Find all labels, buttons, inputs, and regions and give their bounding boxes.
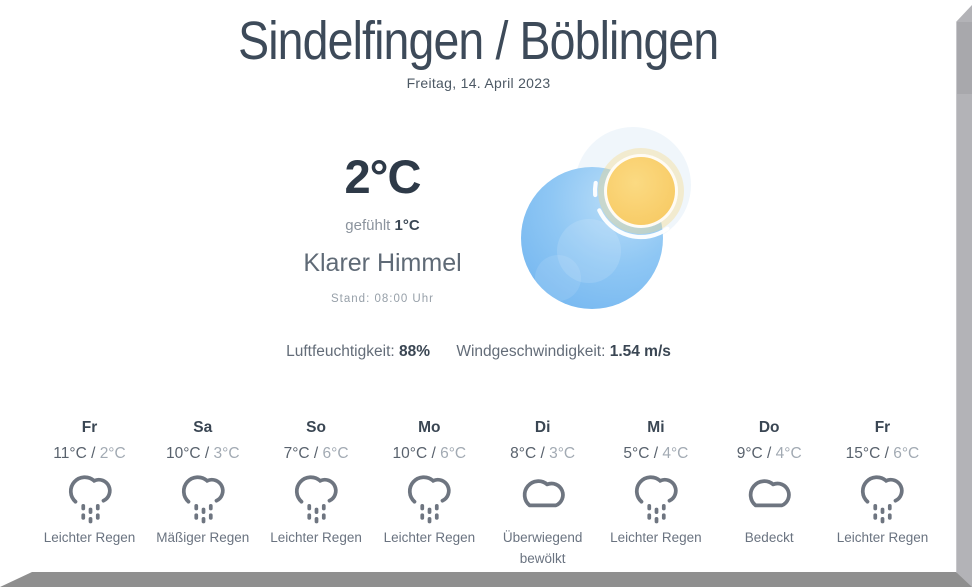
forecast-row: Fr 11°C / 2°C Leichter Regen Sa 10°C / 3…	[0, 419, 972, 569]
sun-arc-decoration	[592, 181, 669, 240]
forecast-condition-label: Leichter Regen	[270, 530, 362, 546]
scrollbar-thumb[interactable]	[957, 22, 972, 94]
forecast-temp-range: 5°C / 4°C	[599, 445, 712, 463]
forecast-low-temp: 3°C	[549, 445, 576, 463]
forecast-day-label: Do	[758, 419, 780, 437]
forecast-high-temp: 9°C /	[736, 445, 776, 463]
forecast-low-temp: 4°C	[775, 445, 802, 463]
forecast-high-temp: 15°C /	[845, 445, 894, 463]
wind-label: Windgeschwindigkeit:	[456, 343, 606, 361]
rain-cloud-icon	[634, 475, 678, 525]
forecast-icon-slot	[713, 467, 826, 525]
forecast-day-column[interactable]: Fr 15°C / 6°C Leichter Regen	[826, 419, 939, 569]
forecast-temp-range: 8°C / 3°C	[486, 445, 599, 463]
forecast-icon-slot	[599, 467, 712, 525]
rain-cloud-icon	[408, 475, 451, 525]
forecast-temp-range: 11°C / 2°C	[33, 445, 146, 463]
forecast-condition-label: Leichter Regen	[610, 530, 702, 546]
forecast-condition-label: Leichter Regen	[43, 530, 136, 546]
rain-cloud-icon	[861, 475, 905, 525]
forecast-high-temp: 10°C /	[392, 445, 441, 463]
forecast-day-column[interactable]: Mo 10°C / 6°C Leichter Regen	[373, 419, 486, 569]
forecast-condition-label: Mäßiger Regen	[156, 530, 250, 546]
forecast-condition-label: Leichter Regen	[836, 530, 929, 546]
forecast-day-label: So	[306, 419, 326, 437]
rain-cloud-icon	[294, 475, 338, 525]
feels-like: gefühlt 1°C	[267, 217, 499, 234]
wind-value: 1.54 m/s	[609, 343, 671, 361]
forecast-low-temp: 2°C	[99, 445, 126, 463]
forecast-condition-label: Leichter Regen	[383, 530, 476, 546]
bottom-edge	[0, 572, 972, 587]
current-conditions-text: 2°C gefühlt 1°C Klarer Himmel Stand: 08:…	[267, 141, 499, 313]
forecast-high-temp: 5°C /	[623, 445, 663, 463]
humidity-value: 88%	[399, 343, 431, 361]
forecast-icon-slot	[373, 467, 486, 525]
forecast-temp-range: 10°C / 3°C	[146, 445, 259, 463]
humidity-label: Luftfeuchtigkeit:	[286, 343, 395, 361]
forecast-low-temp: 6°C	[322, 445, 349, 463]
forecast-high-temp: 11°C /	[53, 445, 100, 463]
forecast-day-label: Fr	[874, 419, 891, 437]
forecast-high-temp: 10°C /	[165, 445, 214, 463]
rain-cloud-icon	[68, 475, 112, 525]
forecast-condition-label: Überwiegend bewölkt	[502, 530, 583, 566]
stats-row: Luftfeuchtigkeit: 88% Windgeschwindigkei…	[0, 343, 957, 361]
forecast-day-label: Mo	[418, 419, 441, 437]
forecast-low-temp: 6°C	[440, 445, 467, 463]
forecast-icon-slot	[826, 467, 939, 525]
forecast-day-label: Fr	[81, 419, 98, 437]
humidity-stat: Luftfeuchtigkeit: 88%	[286, 343, 430, 360]
cloud-icon	[748, 479, 791, 508]
forecast-day-column[interactable]: Di 8°C / 3°C Überwiegend bewölkt	[486, 419, 599, 569]
forecast-day-column[interactable]: Sa 10°C / 3°C Mäßiger Regen	[146, 419, 259, 569]
header: Sindelfingen / Böblingen Freitag, 14. Ap…	[0, 0, 957, 91]
forecast-high-temp: 8°C /	[510, 445, 550, 463]
forecast-temp-range: 10°C / 6°C	[373, 445, 486, 463]
forecast-day-label: Di	[534, 419, 551, 437]
forecast-low-temp: 4°C	[662, 445, 689, 463]
forecast-day-label: Mi	[647, 419, 665, 437]
forecast-high-temp: 7°C /	[283, 445, 323, 463]
forecast-temp-range: 9°C / 4°C	[713, 445, 826, 463]
page-title: Sindelfingen / Böblingen	[238, 11, 719, 71]
wind-stat: Windgeschwindigkeit: 1.54 m/s	[456, 343, 671, 360]
forecast-temp-range: 7°C / 6°C	[260, 445, 373, 463]
forecast-day-label: Sa	[193, 419, 213, 437]
forecast-temp-range: 15°C / 6°C	[826, 445, 939, 463]
forecast-low-temp: 6°C	[893, 445, 920, 463]
current-temperature: 2°C	[344, 150, 422, 204]
condition-text: Klarer Himmel	[303, 249, 462, 278]
cloud-icon	[522, 479, 565, 508]
sun-icon	[603, 154, 678, 229]
forecast-icon-slot	[146, 467, 259, 525]
feels-like-label: gefühlt	[345, 217, 391, 235]
forecast-icon-slot	[260, 467, 373, 525]
updated-time: Stand: 08:00 Uhr	[331, 293, 434, 306]
forecast-day-column[interactable]: Fr 11°C / 2°C Leichter Regen	[33, 419, 146, 569]
forecast-icon-slot	[486, 467, 599, 525]
date-label: Freitag, 14. April 2023	[406, 75, 551, 92]
rain-cloud-icon	[181, 475, 225, 525]
forecast-day-column[interactable]: So 7°C / 6°C Leichter Regen	[260, 419, 373, 569]
forecast-day-column[interactable]: Do 9°C / 4°C Bedeckt	[713, 419, 826, 569]
scrollbar-track[interactable]	[956, 5, 972, 587]
feels-like-value: 1°C	[394, 217, 420, 235]
forecast-condition-label: Bedeckt	[744, 530, 794, 546]
forecast-low-temp: 3°C	[213, 445, 240, 463]
clear-sky-icon	[520, 127, 691, 313]
current-conditions: 2°C gefühlt 1°C Klarer Himmel Stand: 08:…	[0, 127, 957, 313]
forecast-icon-slot	[33, 467, 146, 525]
forecast-day-column[interactable]: Mi 5°C / 4°C Leichter Regen	[599, 419, 712, 569]
